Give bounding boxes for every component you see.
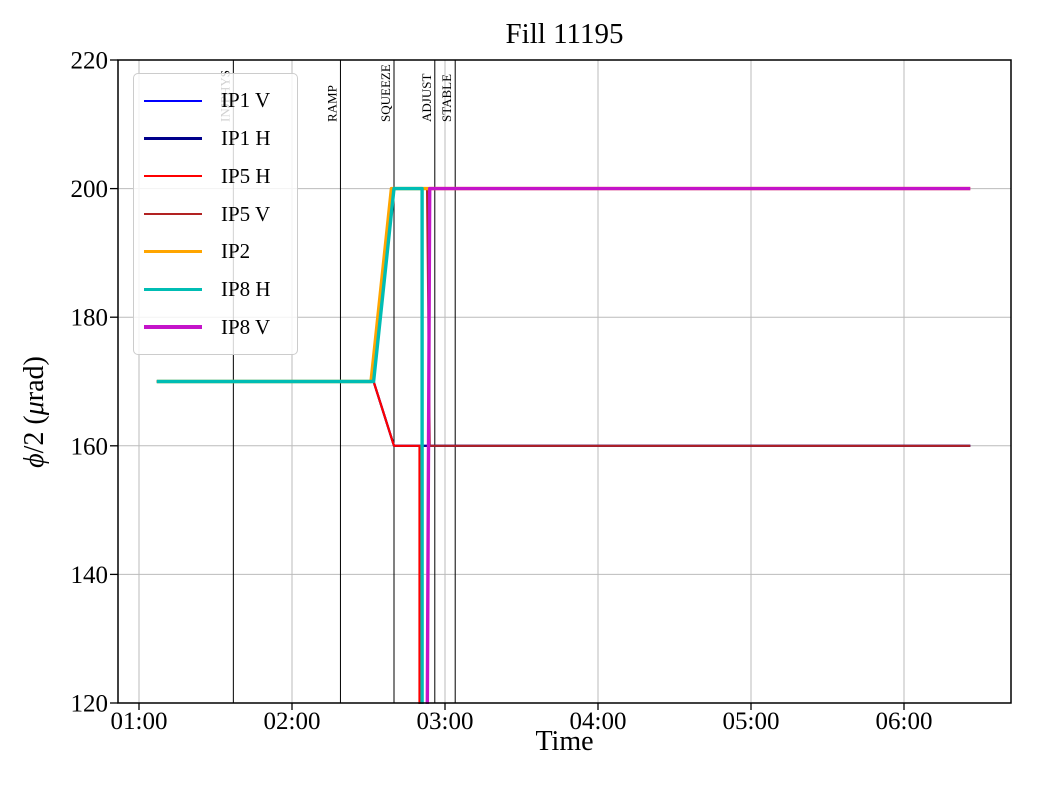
legend-line-sample	[144, 137, 202, 140]
x-tick-label: 06:00	[876, 708, 933, 735]
series-line-ip8-h	[156, 186, 424, 704]
legend-line-sample	[144, 175, 202, 178]
legend-label: IP5 H	[221, 163, 271, 188]
series-line-ip1-v	[156, 380, 971, 447]
legend-item: IP8 V	[144, 308, 297, 346]
legend-item: IP1 H	[144, 120, 297, 158]
x-tick-label: 02:00	[264, 708, 321, 735]
legend: IP1 V IP1 H IP5 H IP5 V IP2 IP8 H IP8 V	[133, 73, 298, 355]
legend-line-sample	[144, 212, 202, 216]
series-line-ip1-h	[156, 380, 971, 447]
axes-spines	[117, 59, 1012, 704]
legend-line-sample	[144, 287, 202, 292]
legend-label: IP1 H	[221, 126, 271, 151]
legend-label: IP8 H	[221, 276, 271, 301]
legend-item: IP8 H	[144, 271, 297, 309]
legend-label: IP8 V	[221, 314, 271, 339]
marker-label-stable: STABLE	[439, 74, 454, 122]
series-group	[156, 186, 971, 704]
chart-title: Fill 11195	[505, 18, 624, 50]
series-line-ip8-v	[425, 186, 971, 704]
y-tick-label: 140	[71, 562, 109, 589]
marker-label-ramp: RAMP	[324, 85, 339, 122]
x-tick-label: 01:00	[111, 708, 168, 735]
legend-label: IP1 V	[221, 88, 271, 113]
y-tick-label: 220	[71, 48, 109, 75]
legend-label: IP2	[221, 239, 251, 264]
y-tick-label: 200	[71, 176, 109, 203]
legend-item: IP1 V	[144, 82, 297, 120]
series-line-ip5-h	[156, 380, 421, 704]
legend-line-sample	[144, 99, 202, 102]
marker-label-adjust: ADJUST	[419, 74, 434, 122]
x-tick-label: 04:00	[570, 708, 627, 735]
y-tick-label: 120	[71, 691, 109, 718]
legend-line-sample	[144, 325, 202, 329]
phi-symbol: ϕ	[19, 453, 50, 468]
legend-item: IP5 V	[144, 195, 297, 233]
x-tick-label: 03:00	[417, 708, 474, 735]
legend-item: IP2	[144, 233, 297, 271]
mu-symbol: μ	[19, 401, 50, 416]
legend-line-sample	[144, 250, 202, 254]
y-tick-label: 180	[71, 305, 109, 332]
y-axis-label: ϕ/2 (μrad)	[19, 356, 50, 468]
marker-label-squeeze: SQUEEZE	[378, 64, 393, 122]
legend-item: IP5 H	[144, 157, 297, 195]
x-tick-label: 05:00	[723, 708, 780, 735]
y-tick-label: 160	[71, 433, 109, 460]
legend-label: IP5 V	[221, 201, 271, 226]
x-axis-label: Time	[535, 726, 594, 757]
